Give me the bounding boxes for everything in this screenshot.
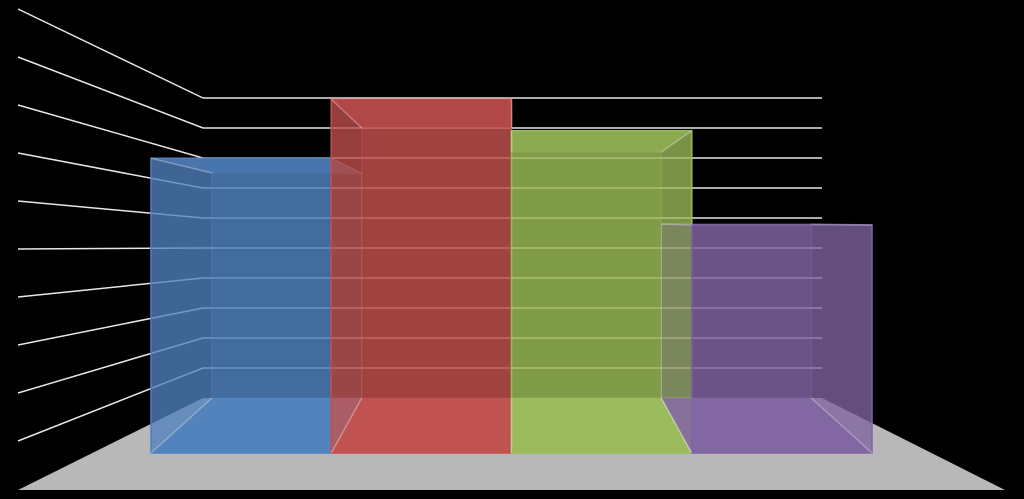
bar — [691, 224, 873, 454]
bar — [330, 98, 513, 454]
bar-edge — [330, 98, 513, 454]
bar — [510, 129, 693, 454]
bar-edge — [510, 130, 693, 454]
side-grid-line — [17, 104, 204, 159]
bar — [150, 157, 332, 454]
side-grid-line — [17, 8, 204, 99]
side-grid-line — [17, 56, 204, 129]
bar-edge — [660, 223, 873, 454]
